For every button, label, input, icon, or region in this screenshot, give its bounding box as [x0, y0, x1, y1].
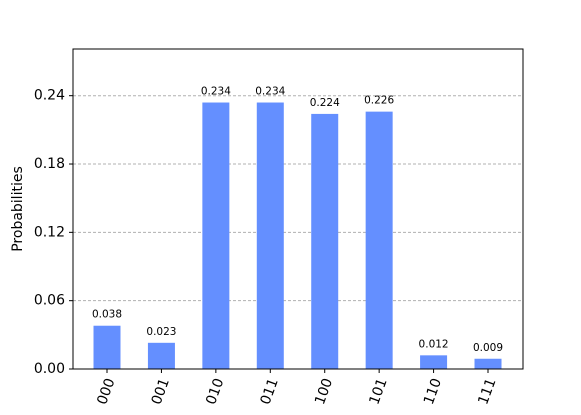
y-tick-label: 0.12	[34, 224, 65, 240]
value-label: 0.234	[255, 86, 285, 98]
x-tick-label: 110	[421, 376, 445, 407]
bar	[256, 102, 284, 369]
x-tick-label: 101	[366, 376, 390, 407]
x-tick-label: 010	[203, 376, 227, 407]
value-label: 0.226	[364, 95, 394, 107]
bar	[202, 102, 230, 369]
value-label: 0.234	[201, 86, 231, 98]
bar	[147, 342, 175, 369]
x-tick-label: 001	[149, 376, 173, 407]
value-label: 0.224	[310, 97, 340, 109]
y-tick-label: 0.00	[34, 361, 65, 377]
bar	[420, 355, 448, 369]
x-tick-label: 100	[312, 376, 336, 407]
x-tick-label: 011	[258, 376, 282, 407]
bar	[311, 113, 339, 369]
y-tick-label: 0.06	[34, 293, 65, 309]
x-tick-label: 000	[94, 376, 118, 407]
y-tick-label: 0.24	[34, 88, 65, 104]
value-label: 0.038	[92, 309, 122, 321]
value-label: 0.012	[419, 338, 449, 350]
y-axis-label: Probabilities	[10, 166, 26, 252]
y-tick-label: 0.18	[34, 156, 65, 172]
value-label: 0.023	[146, 326, 176, 338]
x-tick-label: 111	[475, 376, 499, 407]
bar	[365, 111, 393, 369]
bar	[474, 358, 502, 369]
value-label: 0.009	[473, 342, 503, 354]
bar	[93, 325, 121, 369]
plot-frame	[72, 48, 524, 370]
